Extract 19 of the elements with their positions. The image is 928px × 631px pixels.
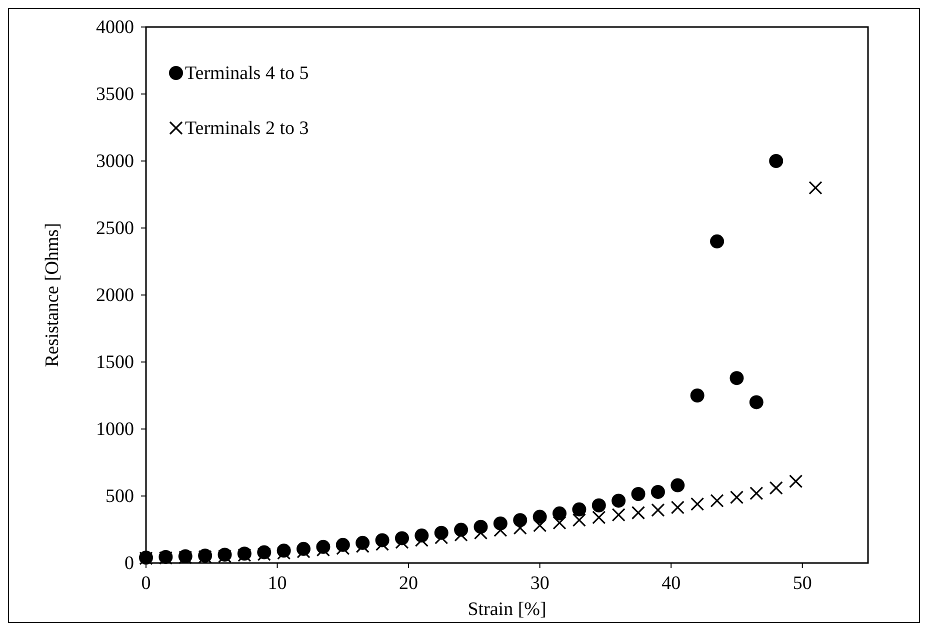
y-tick-label: 1500 <box>96 352 134 373</box>
y-tick-label: 3500 <box>96 84 134 105</box>
y-tick-label: 4000 <box>96 17 134 38</box>
legend-label: Terminals 4 to 5 <box>185 63 309 84</box>
y-tick-label: 0 <box>124 553 134 574</box>
y-tick-label: 2500 <box>96 218 134 239</box>
legend-label: Terminals 2 to 3 <box>185 118 309 139</box>
y-tick-label: 2000 <box>96 285 134 306</box>
x-tick-label: 40 <box>662 573 681 594</box>
y-tick-label: 1000 <box>96 419 134 440</box>
x-tick-label: 10 <box>268 573 287 594</box>
x-tick-label: 30 <box>530 573 550 594</box>
x-tick-label: 20 <box>399 573 418 594</box>
y-tick-label: 500 <box>106 486 134 507</box>
x-axis-title: Strain [%] <box>468 599 546 620</box>
x-tick-label: 0 <box>141 573 151 594</box>
y-tick-label: 3000 <box>96 151 134 172</box>
x-tick-label: 50 <box>792 573 812 594</box>
y-axis-title: Resistance [Ohms] <box>42 222 63 368</box>
